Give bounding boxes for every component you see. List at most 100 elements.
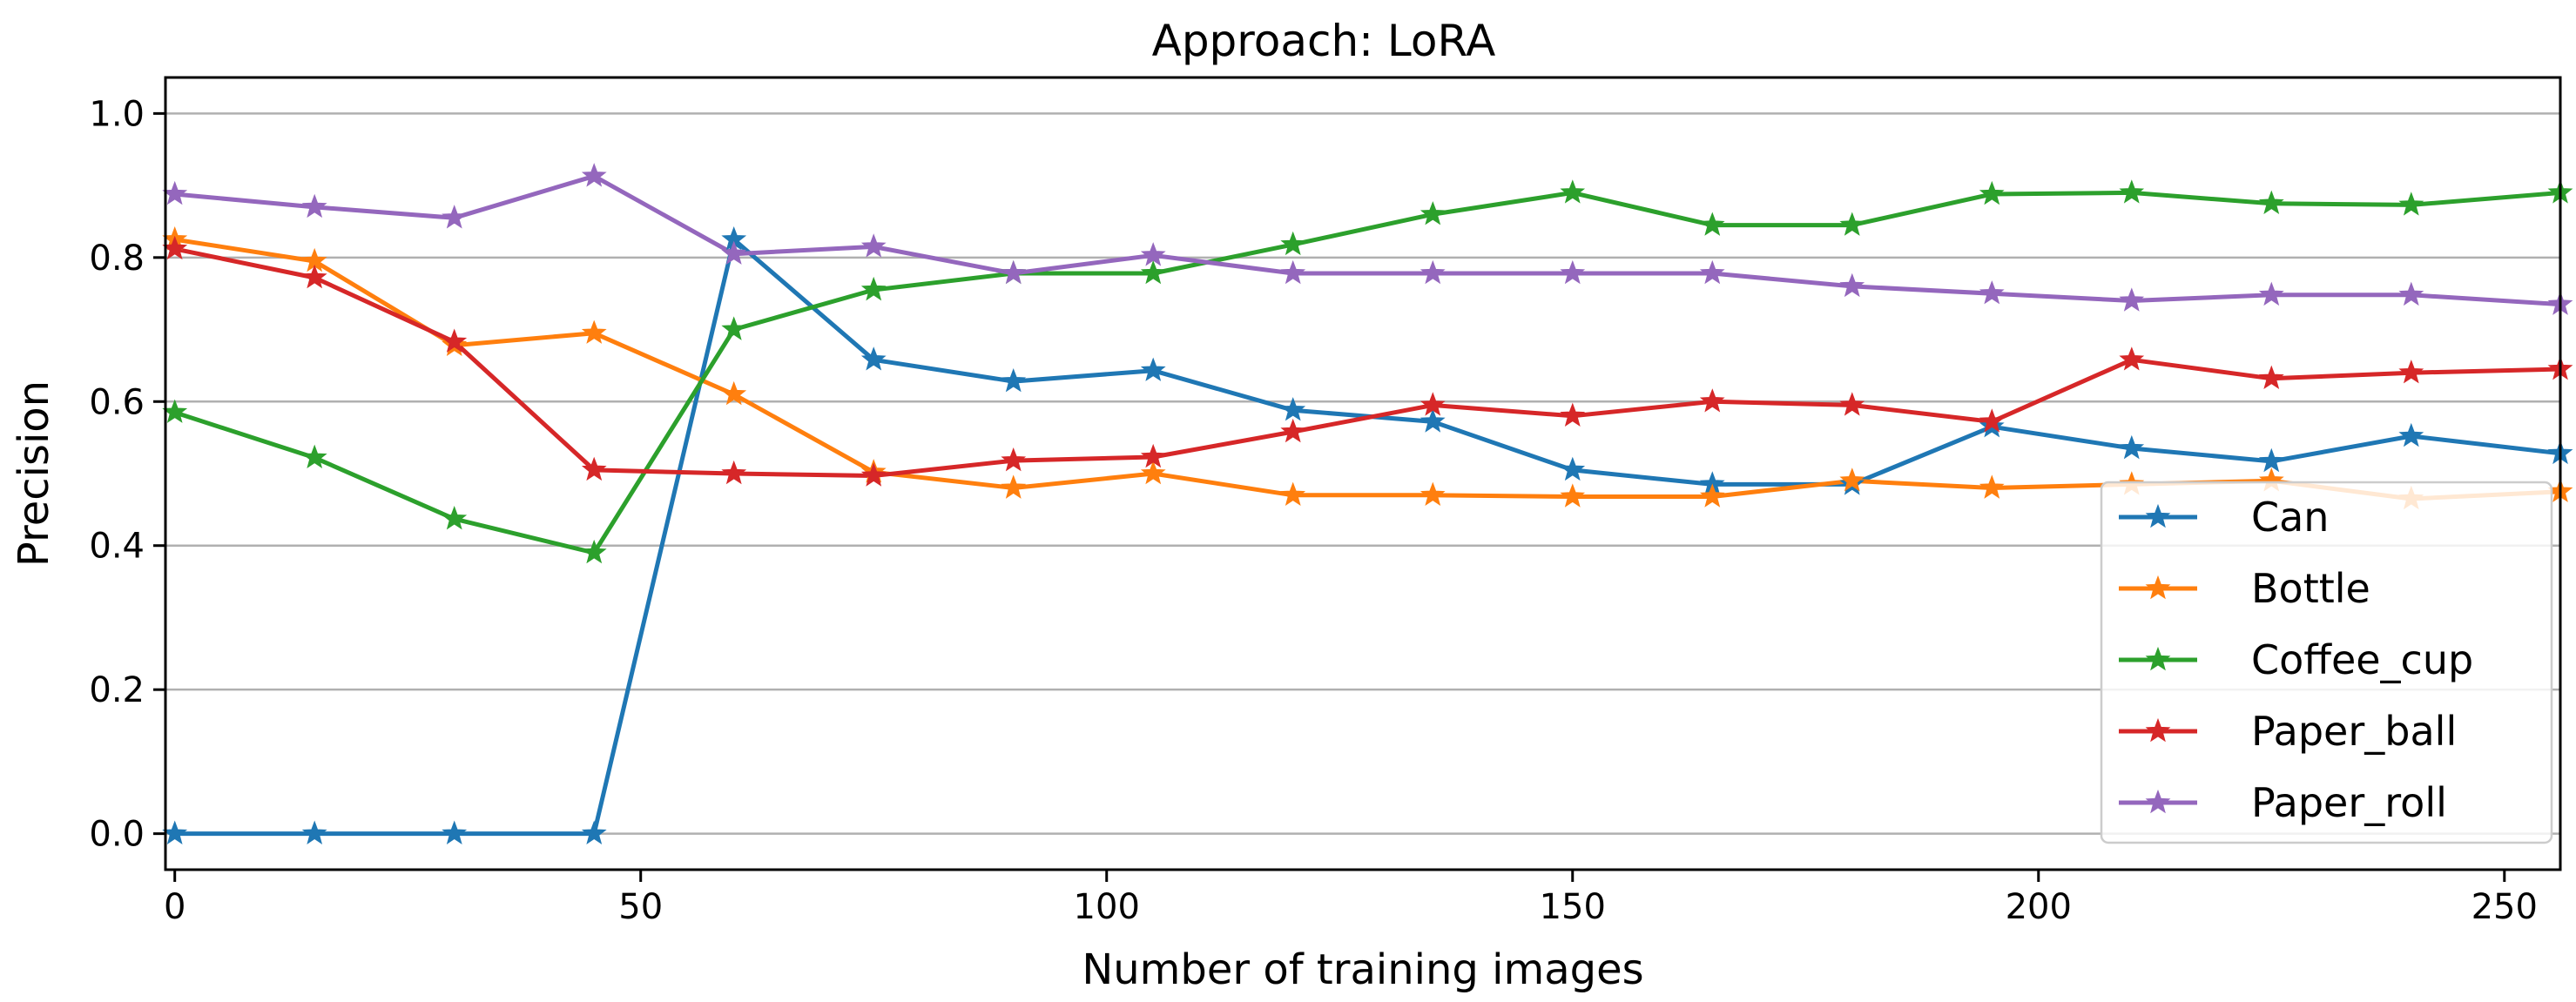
data-point-paper-ball (2398, 360, 2424, 384)
data-point-paper-ball (1699, 388, 1725, 413)
axis-ticks: 0.0 0.2 0.4 0.6 0.8 1.0 0 50 100 150 200 250 (89, 94, 2538, 927)
x-axis-label: Number of training images (1082, 945, 1643, 994)
data-point-paper-roll (2258, 281, 2284, 306)
data-point-can (442, 820, 468, 844)
legend-marker-paper-ball (2145, 717, 2171, 743)
data-point-can (581, 820, 607, 844)
data-point-paper-roll (1140, 242, 1166, 266)
y-tick-label: 0.0 (89, 815, 145, 855)
data-point-bottle (1839, 467, 1865, 492)
data-point-bottle (1699, 483, 1725, 508)
data-point-can (1560, 456, 1586, 481)
data-point-bottle (1140, 460, 1166, 485)
data-point-can (1140, 357, 1166, 381)
data-point-paper-roll (721, 240, 747, 265)
legend-marker-bottle (2145, 575, 2171, 600)
data-point-coffee-cup (1419, 201, 1446, 225)
data-point-paper-ball (2119, 346, 2145, 371)
legend-marker-can (2145, 503, 2171, 528)
data-point-paper-ball (1979, 408, 2005, 433)
data-point-paper-roll (1839, 272, 1865, 298)
data-point-paper-ball (1419, 392, 1446, 416)
data-point-coffee-cup (2119, 179, 2145, 204)
data-point-coffee-cup (1699, 212, 1725, 236)
data-point-coffee-cup (301, 444, 327, 469)
data-point-paper-roll (2119, 287, 2145, 312)
data-point-paper-roll (301, 193, 327, 219)
data-point-can (860, 346, 887, 371)
x-tick-label: 0 (164, 887, 185, 927)
data-point-paper-ball (1140, 443, 1166, 468)
data-point-paper-ball (581, 456, 607, 481)
y-tick-label: 1.0 (89, 94, 145, 134)
data-point-coffee-cup (442, 505, 468, 530)
legend-label-paper-ball: Paper_ball (2251, 708, 2457, 755)
data-point-can (2119, 434, 2145, 460)
data-point-paper-roll (1699, 259, 1725, 285)
data-point-paper-roll (2398, 281, 2424, 306)
y-tick-label: 0.4 (89, 527, 145, 567)
data-point-paper-roll (1280, 259, 1306, 285)
x-tick-label: 50 (618, 887, 663, 927)
data-point-paper-ball (2258, 365, 2284, 390)
series-line-coffee-cup (172, 190, 2563, 555)
legend-label-can: Can (2251, 494, 2329, 541)
legend-marker-coffee-cup (2145, 646, 2171, 671)
y-tick-label: 0.8 (89, 239, 145, 279)
data-point-coffee-cup (1140, 259, 1166, 285)
x-tick-label: 200 (2006, 887, 2072, 927)
legend-label-coffee-cup: Coffee_cup (2251, 636, 2473, 683)
data-point-coffee-cup (860, 276, 887, 301)
data-point-can (162, 820, 188, 844)
data-point-coffee-cup (2398, 192, 2424, 216)
data-point-paper-roll (1979, 280, 2005, 305)
legend-label-bottle: Bottle (2251, 565, 2370, 612)
plot-frame (164, 76, 2562, 871)
data-point-bottle (1560, 483, 1586, 508)
data-point-paper-ball (301, 264, 327, 289)
data-point-paper-ball (860, 462, 887, 487)
data-point-paper-roll (1419, 259, 1446, 285)
x-tick-label: 100 (1074, 887, 1140, 927)
data-point-bottle (1280, 481, 1306, 507)
data-point-bottle (1419, 481, 1446, 507)
data-point-paper-roll (1560, 259, 1586, 285)
data-point-paper-ball (1001, 447, 1027, 472)
data-point-paper-ball (1560, 402, 1586, 427)
data-point-bottle (581, 319, 607, 344)
legend: Can Bottle Coffee_cup Paper_ball Paper_roll (2100, 481, 2553, 844)
chart-title: Approach: LoRA (1152, 16, 1496, 66)
data-point-can (1280, 397, 1306, 421)
data-point-paper-roll (442, 205, 468, 229)
legend-marker-paper-roll (2145, 789, 2171, 814)
data-point-paper-ball (721, 460, 747, 485)
data-point-coffee-cup (721, 316, 747, 340)
data-point-coffee-cup (1839, 212, 1865, 236)
series-line-paper-roll (172, 173, 2563, 307)
data-point-bottle (1001, 474, 1027, 499)
data-point-can (301, 820, 327, 844)
data-point-coffee-cup (1560, 179, 1586, 204)
data-point-paper-roll (1001, 259, 1027, 285)
data-point-bottle (1979, 474, 2005, 499)
legend-label-paper-roll: Paper_roll (2251, 779, 2447, 826)
data-point-coffee-cup (581, 539, 607, 564)
legend-items: Can Bottle Coffee_cup Paper_ball Paper_roll (2119, 494, 2473, 826)
x-tick-label: 250 (2471, 887, 2538, 927)
data-point-can (2258, 447, 2284, 473)
data-point-paper-ball (1839, 392, 1865, 416)
y-tick-label: 0.6 (89, 382, 145, 422)
y-axis-label: Precision (10, 380, 58, 567)
data-point-paper-roll (581, 163, 607, 187)
data-point-coffee-cup (1979, 180, 2005, 205)
data-point-can (1419, 408, 1446, 433)
data-point-can (1001, 367, 1027, 393)
data-point-coffee-cup (162, 399, 188, 423)
data-point-bottle (721, 380, 747, 406)
data-point-paper-ball (1280, 418, 1306, 443)
data-point-can (2398, 422, 2424, 447)
legend-box (2100, 481, 2553, 844)
series-line-can (172, 237, 2563, 837)
data-point-paper-roll (860, 233, 887, 258)
